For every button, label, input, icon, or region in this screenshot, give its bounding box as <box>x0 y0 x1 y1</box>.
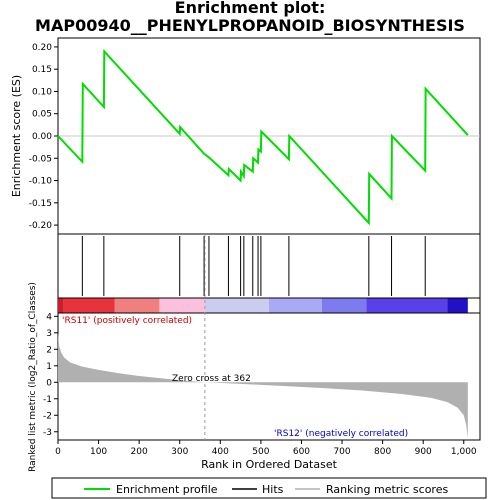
x-tick-label: 500 <box>252 447 269 457</box>
rank-y-tick-label: 4 <box>46 312 52 322</box>
x-tick-label: 300 <box>171 447 188 457</box>
legend: Enrichment profile Hits Ranking metric s… <box>51 477 487 499</box>
rank-y-tick-label: 0 <box>46 378 52 388</box>
es-y-tick-label: 0.05 <box>32 110 52 120</box>
legend-label-enrichment: Enrichment profile <box>116 483 218 496</box>
x-tick-label: 100 <box>90 447 107 457</box>
rank-y-tick-label: -1 <box>43 395 52 405</box>
rank-y-tick-label: 1 <box>46 362 52 372</box>
chart-title-line2: MAP00940__PHENYLPROPANOID_BIOSYNTHESIS <box>35 16 465 35</box>
x-tick-label: 800 <box>374 447 391 457</box>
color-bar-segment <box>114 298 160 313</box>
color-bar-segment <box>321 298 367 313</box>
es-y-tick-label: -0.05 <box>29 154 52 164</box>
legend-label-hits: Hits <box>262 483 284 496</box>
color-bar-segment <box>366 298 448 313</box>
color-bar-segment <box>58 298 115 313</box>
es-y-tick-label: 0.00 <box>32 132 52 142</box>
x-axis-label: Rank in Ordered Dataset <box>201 458 338 471</box>
rank-y-tick-label: 2 <box>46 345 52 355</box>
hits-panel <box>57 233 481 314</box>
es-y-tick-label: -0.15 <box>29 199 52 209</box>
rank-panel: 4 3 2 1 0 -1 -2 -3 'RS11' (positively correlate… <box>28 234 481 472</box>
es-y-tick-label: -0.20 <box>29 221 53 231</box>
es-ylabel: Enrichment score (ES) <box>10 75 23 197</box>
rank-y-tick-label: -2 <box>43 411 52 421</box>
es-y-tick-label: -0.10 <box>29 177 53 187</box>
x-tick-label: 1,000 <box>451 447 477 457</box>
es-y-tick-label: 0.15 <box>32 65 52 75</box>
legend-frame <box>51 477 487 499</box>
x-tick-label: 900 <box>415 447 432 457</box>
rank-y-tick-label: 3 <box>46 329 52 339</box>
legend-label-ranking: Ranking metric scores <box>326 483 448 496</box>
x-axis-ticks: 0 100 200 300 400 500 600 700 800 900 1,000 <box>55 440 477 457</box>
color-bar-segment <box>204 298 269 313</box>
ranking-metric-area <box>58 332 468 439</box>
es-y-tick-label: 0.10 <box>32 87 52 97</box>
x-tick-label: 400 <box>212 447 229 457</box>
es-y-ticks: 0.20 0.15 0.10 0.05 0.00 -0.05 -0.10 -0.15 -0.20 <box>29 43 58 231</box>
hits-panel-frame <box>57 233 481 299</box>
enrichment-profile-line <box>57 48 469 226</box>
x-tick-label: 0 <box>55 447 61 457</box>
color-bar-segment <box>58 298 63 313</box>
x-tick-label: 200 <box>131 447 148 457</box>
color-bar-segment <box>447 298 468 313</box>
x-tick-label: 600 <box>293 447 310 457</box>
positive-correlation-label: 'RS11' (positively correlated) <box>62 316 192 326</box>
chart-title-line1: Enrichment plot: <box>175 0 326 17</box>
rank-ylabel: Ranked list metric (log2_Ratio_of_Classe… <box>28 282 38 472</box>
ranking-color-bar <box>58 298 468 313</box>
zero-cross-label: Zero cross at 362 <box>172 374 251 384</box>
hit-lines <box>81 236 426 296</box>
es-y-tick-label: 0.20 <box>32 43 52 53</box>
es-panel: 0.20 0.15 0.10 0.05 0.00 -0.05 -0.10 -0.15 -0.20… <box>10 37 481 235</box>
rank-y-ticks: 4 3 2 1 0 -1 -2 -3 <box>43 312 58 438</box>
color-bar-segment <box>269 298 322 313</box>
negative-correlation-label: 'RS12' (negatively correlated) <box>274 429 408 439</box>
color-bar-segment <box>159 298 205 313</box>
x-tick-label: 700 <box>333 447 350 457</box>
rank-y-tick-label: -3 <box>43 428 52 438</box>
